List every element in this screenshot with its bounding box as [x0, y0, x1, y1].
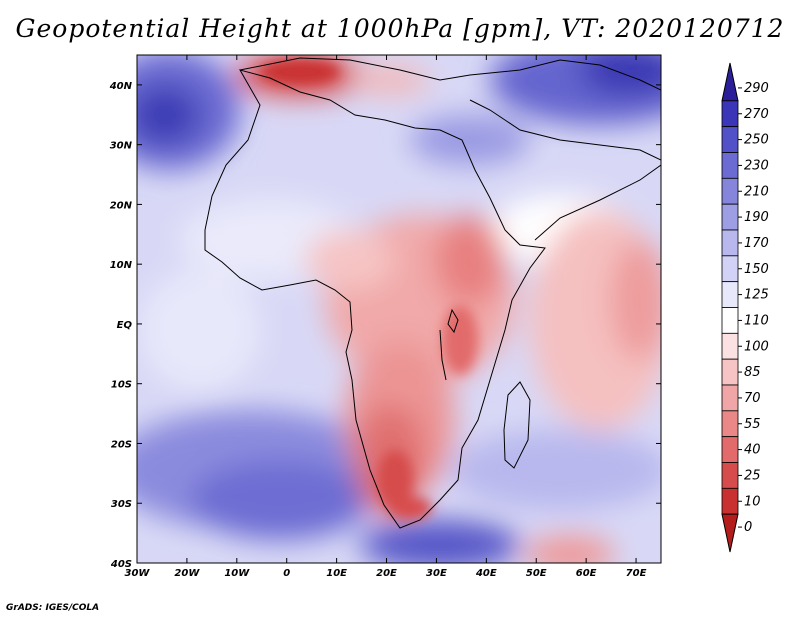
colorbar-label: 230 [744, 158, 769, 173]
map-title: Geopotential Height at 1000hPa [gpm], VT… [15, 14, 785, 43]
colorbar-segment [721, 281, 739, 308]
colorbar-segment [721, 229, 739, 257]
colorbar-label: 270 [744, 107, 769, 122]
lon-tick-label: 20W [174, 568, 200, 579]
lat-tick-label: 30N [110, 141, 133, 152]
colorbar-segment [721, 384, 739, 412]
colorbar-segment [721, 255, 739, 283]
colorbar-label: 25 [744, 468, 761, 483]
lon-tick-label: 40E [475, 568, 497, 579]
colorbar-segment [721, 307, 739, 334]
lat-tick-label: 10S [111, 380, 132, 391]
lon-tick-label: 50E [526, 568, 547, 579]
colorbar-label: 85 [744, 365, 761, 380]
colorbar-label: 0 [744, 520, 752, 535]
colorbar-label: 70 [744, 391, 761, 406]
lon-tick-label: 10E [326, 568, 347, 579]
colorbar-label: 55 [744, 417, 761, 432]
colorbar-segment [721, 126, 739, 153]
lat-tick-label: 20N [110, 200, 133, 211]
colorbar-label: 125 [744, 288, 769, 303]
colorbar-label: 250 [744, 133, 769, 148]
coastlines [204, 57, 661, 529]
colorbar-segment [721, 203, 739, 231]
colorbar-segment [721, 332, 739, 360]
colorbar-label: 100 [744, 339, 769, 354]
lon-tick-label: 30E [426, 568, 447, 579]
lat-tick-label: 10N [110, 260, 133, 271]
lat-tick-label: EQ [117, 320, 133, 331]
colorbar-segment [721, 436, 739, 463]
lon-tick-label: 30W [125, 568, 151, 579]
colorbar-label: 10 [744, 494, 761, 509]
colorbar-top-arrow [721, 62, 739, 102]
latitude-axis: 40N 30N 20N 10N EQ 10S 20S 30S 40S [109, 81, 661, 570]
lat-tick-label: 40S [110, 559, 132, 570]
colorbar-segment [721, 410, 739, 438]
colorbar-label: 170 [744, 236, 769, 251]
colorbar-label: 150 [744, 262, 769, 277]
colorbar-label: 40 [744, 443, 761, 458]
colorbar-label: 110 [744, 313, 769, 328]
colorbar-segment [721, 487, 739, 515]
lon-tick-label: 70E [626, 568, 647, 579]
lat-tick-label: 20S [111, 439, 132, 450]
longitude-axis: 30W 20W 10W 0 10E 20E 30E 40E 50E 60E 70E [125, 55, 647, 579]
colorbar-segment [721, 462, 739, 489]
lat-tick-label: 40N [109, 81, 133, 92]
lon-tick-label: 60E [576, 568, 597, 579]
colorbar: 2902702502302101901701501251101008570554… [721, 62, 769, 553]
credit-text: GrADS: IGES/COLA [6, 603, 100, 613]
colorbar-label: 210 [744, 184, 769, 199]
lon-tick-label: 0 [283, 568, 290, 579]
lon-tick-label: 20E [376, 568, 397, 579]
colorbar-segment [721, 152, 739, 179]
lat-tick-label: 30S [111, 499, 132, 510]
colorbar-segment [721, 358, 739, 386]
lon-tick-label: 10W [224, 568, 250, 579]
colorbar-bottom-arrow [721, 513, 739, 553]
colorbar-label: 190 [744, 210, 769, 225]
colorbar-segment [721, 177, 739, 205]
colorbar-segment [721, 100, 739, 128]
geopotential-field [137, 55, 661, 563]
plot-frame [136, 54, 662, 564]
colorbar-label: 290 [744, 81, 769, 96]
